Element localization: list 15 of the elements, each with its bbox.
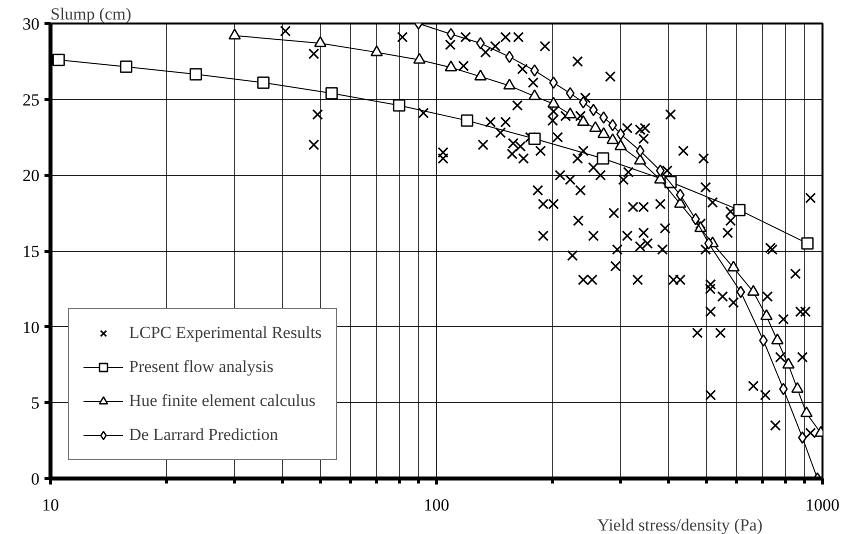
- y-tick-label: 5: [31, 394, 40, 413]
- y-tick-label: 25: [22, 90, 40, 110]
- legend-label: De Larrard Prediction: [129, 425, 278, 445]
- x-tick-label: 100: [424, 496, 450, 514]
- y-tick-label: 20: [22, 166, 40, 186]
- y-tick-label: 0: [31, 470, 40, 488]
- y-tick-label: 30: [22, 14, 40, 34]
- y-axis-title: Slump (cm): [50, 4, 132, 24]
- legend-label: LCPC Experimental Results: [129, 323, 322, 343]
- legend-label: Present flow analysis: [129, 357, 274, 377]
- legend-label: Hue finite element calculus: [129, 391, 316, 411]
- x-axis-title: Yield stress/density (Pa): [597, 516, 763, 534]
- y-tick-label: 10: [22, 318, 40, 337]
- y-tick-label: 15: [22, 242, 40, 261]
- x-tick-label: 1000: [806, 496, 840, 514]
